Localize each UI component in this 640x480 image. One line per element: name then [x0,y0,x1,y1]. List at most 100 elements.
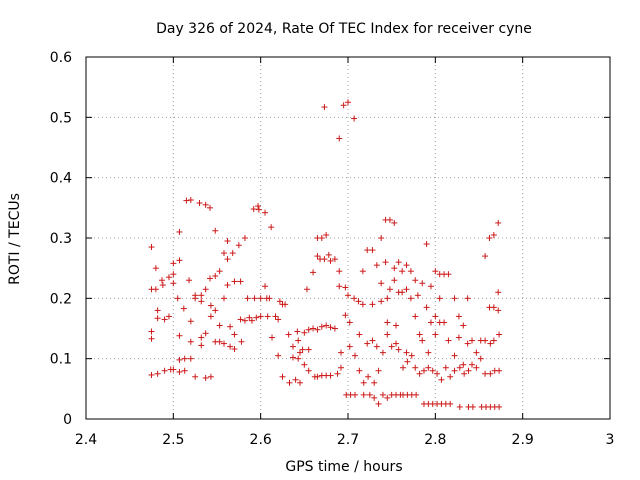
data-point [251,295,258,302]
data-point [451,367,458,374]
chart-title: Day 326 of 2024, Rate Of TEC Index for r… [156,21,532,37]
data-point [345,292,351,299]
data-point [318,323,325,330]
data-point [336,135,343,142]
x-tick-label: 2.8 [424,432,446,448]
data-point [346,319,353,326]
data-point [331,256,338,263]
data-point [264,313,271,320]
data-point [340,102,347,109]
data-point [441,319,448,326]
data-point [434,370,441,377]
data-point [473,349,480,356]
data-point [403,286,410,293]
data-point [196,200,203,207]
data-point [152,265,159,272]
data-point [224,282,231,289]
data-point [366,391,373,398]
data-point [216,338,223,345]
data-point [275,316,282,323]
data-point [395,259,402,266]
data-point [321,256,328,263]
data-point [237,278,244,285]
data-point [212,273,219,280]
data-point [445,337,452,344]
data-point [384,331,391,338]
data-point [207,204,214,211]
data-point [469,337,476,344]
data-point [282,301,289,308]
data-point [181,355,188,362]
data-point [246,314,253,321]
data-point [375,367,382,374]
data-point [241,317,248,324]
data-point [183,197,190,204]
data-point [327,257,334,264]
data-point [202,286,209,293]
data-point [369,247,376,254]
data-point [257,295,264,302]
data-point [456,403,463,410]
data-point [299,346,306,353]
data-point [207,275,214,282]
data-point [212,227,219,234]
data-point [442,364,449,371]
data-point [334,370,341,377]
data-point [451,295,458,302]
x-tick-label: 2.6 [250,432,272,448]
data-point [490,337,497,344]
data-point [148,328,155,335]
plot-frame [85,56,611,420]
data-point [420,367,427,374]
x-tick-label: 2.4 [75,432,97,448]
data-point [360,379,367,386]
data-point [180,305,187,312]
data-point [338,364,345,371]
data-point [384,319,391,326]
data-point [375,400,382,407]
data-point [268,224,275,231]
data-point [241,235,248,241]
data-point [391,219,398,226]
data-point [314,326,321,333]
data-point [266,295,273,302]
data-point [325,251,332,258]
data-point [456,364,463,371]
data-point [192,373,199,380]
x-tick-label: 2.7 [337,432,359,448]
data-point [412,364,419,371]
data-point [296,349,303,356]
data-point [477,355,484,362]
data-point [170,260,177,267]
data-point [412,313,419,320]
data-point [159,282,166,289]
data-point [429,367,436,374]
x-tick-label: 2.9 [512,432,534,448]
y-tick-label: 0 [63,412,72,428]
data-point [276,298,283,305]
data-point [356,367,363,374]
data-point [432,313,439,320]
data-point [460,322,467,329]
data-point [359,301,366,308]
data-point [447,373,454,380]
data-point [436,295,443,302]
data-point [250,206,257,213]
data-point [379,391,386,398]
data-point [403,262,410,269]
data-point [198,292,205,299]
data-point [187,196,194,203]
data-point [154,370,161,377]
data-point [393,340,400,347]
data-point [220,340,227,347]
data-point [423,304,430,311]
data-point [198,298,205,305]
y-axis-label: ROTI / TECUs [7,193,23,285]
data-point [482,337,489,344]
data-point [482,253,489,260]
data-point [364,247,371,254]
data-point [314,253,321,260]
data-point [154,315,161,322]
data-point [346,343,353,350]
data-point [345,99,351,106]
